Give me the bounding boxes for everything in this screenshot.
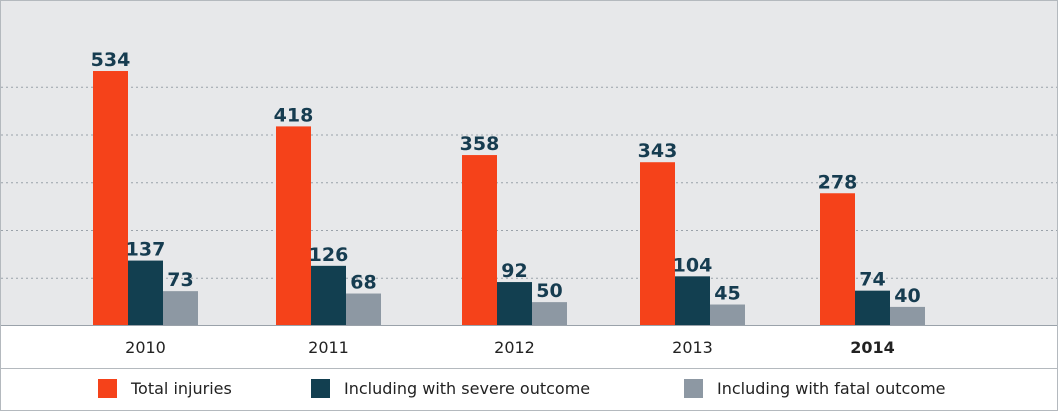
data-label-including-with-severe-outcome-2012: 92 [501,260,527,282]
legend-label: Total injuries [131,379,232,398]
data-label-including-with-fatal-outcome-2013: 45 [714,283,740,305]
data-label-including-with-fatal-outcome-2011: 68 [350,272,376,294]
bar-including-with-fatal-outcome-2013 [710,304,745,326]
bar-including-with-fatal-outcome-2010 [163,291,198,326]
data-label-including-with-fatal-outcome-2014: 40 [894,285,920,307]
legend-swatch [311,379,330,398]
legend-item-including-with-severe-outcome: Including with severe outcome [311,379,590,398]
legend: Total injuries Including with severe outc… [1,369,1057,410]
gridlines [1,86,1057,279]
legend-item-including-with-fatal-outcome: Including with fatal outcome [684,379,946,398]
x-tick-label-2013: 2013 [672,338,713,357]
data-label-total-injuries-2014: 278 [818,171,858,193]
bar-including-with-fatal-outcome-2012 [532,302,567,326]
data-label-including-with-severe-outcome-2014: 74 [859,269,885,291]
x-tick-label-2010: 2010 [125,338,166,357]
legend-label: Including with severe outcome [344,379,591,398]
bar-total-injuries-2011 [276,126,311,326]
plot-area: 534 137 73 418 126 68 358 92 50 343 104 45 278 74 40 [1,1,1057,326]
bar-including-with-severe-outcome-2010 [128,260,163,326]
data-label-including-with-severe-outcome-2010: 137 [126,239,166,261]
x-tick-label-2011: 2011 [308,338,349,357]
bar-including-with-severe-outcome-2011 [311,265,346,326]
legend-item-total-injuries: Total injuries [98,379,232,398]
data-label-including-with-fatal-outcome-2012: 50 [536,280,562,302]
data-label-including-with-fatal-outcome-2010: 73 [167,269,193,291]
legend-divider [1,368,1057,369]
bar-total-injuries-2012 [462,155,497,326]
x-tick-label-2014: 2014 [850,338,895,357]
legend-swatch [98,379,117,398]
data-label-total-injuries-2013: 343 [638,140,678,162]
bar-total-injuries-2014 [820,193,855,326]
legend-swatch [684,379,703,398]
data-label-including-with-severe-outcome-2011: 126 [309,244,349,266]
bar-including-with-severe-outcome-2013 [675,276,710,326]
bar-including-with-fatal-outcome-2011 [346,293,381,326]
data-label-including-with-severe-outcome-2013: 104 [673,254,713,276]
data-label-total-injuries-2012: 358 [460,133,500,155]
data-label-total-injuries-2010: 534 [91,49,131,71]
x-axis: 2010 2011 2012 2013 2014 [1,326,1057,368]
legend-label: Including with fatal outcome [717,379,946,398]
bar-total-injuries-2013 [640,162,675,326]
bars [93,71,925,326]
bar-including-with-fatal-outcome-2014 [890,306,925,326]
bar-total-injuries-2010 [93,71,128,326]
bar-including-with-severe-outcome-2014 [855,290,890,326]
bar-including-with-severe-outcome-2012 [497,282,532,326]
x-tick-label-2012: 2012 [494,338,535,357]
data-label-total-injuries-2011: 418 [274,104,314,126]
